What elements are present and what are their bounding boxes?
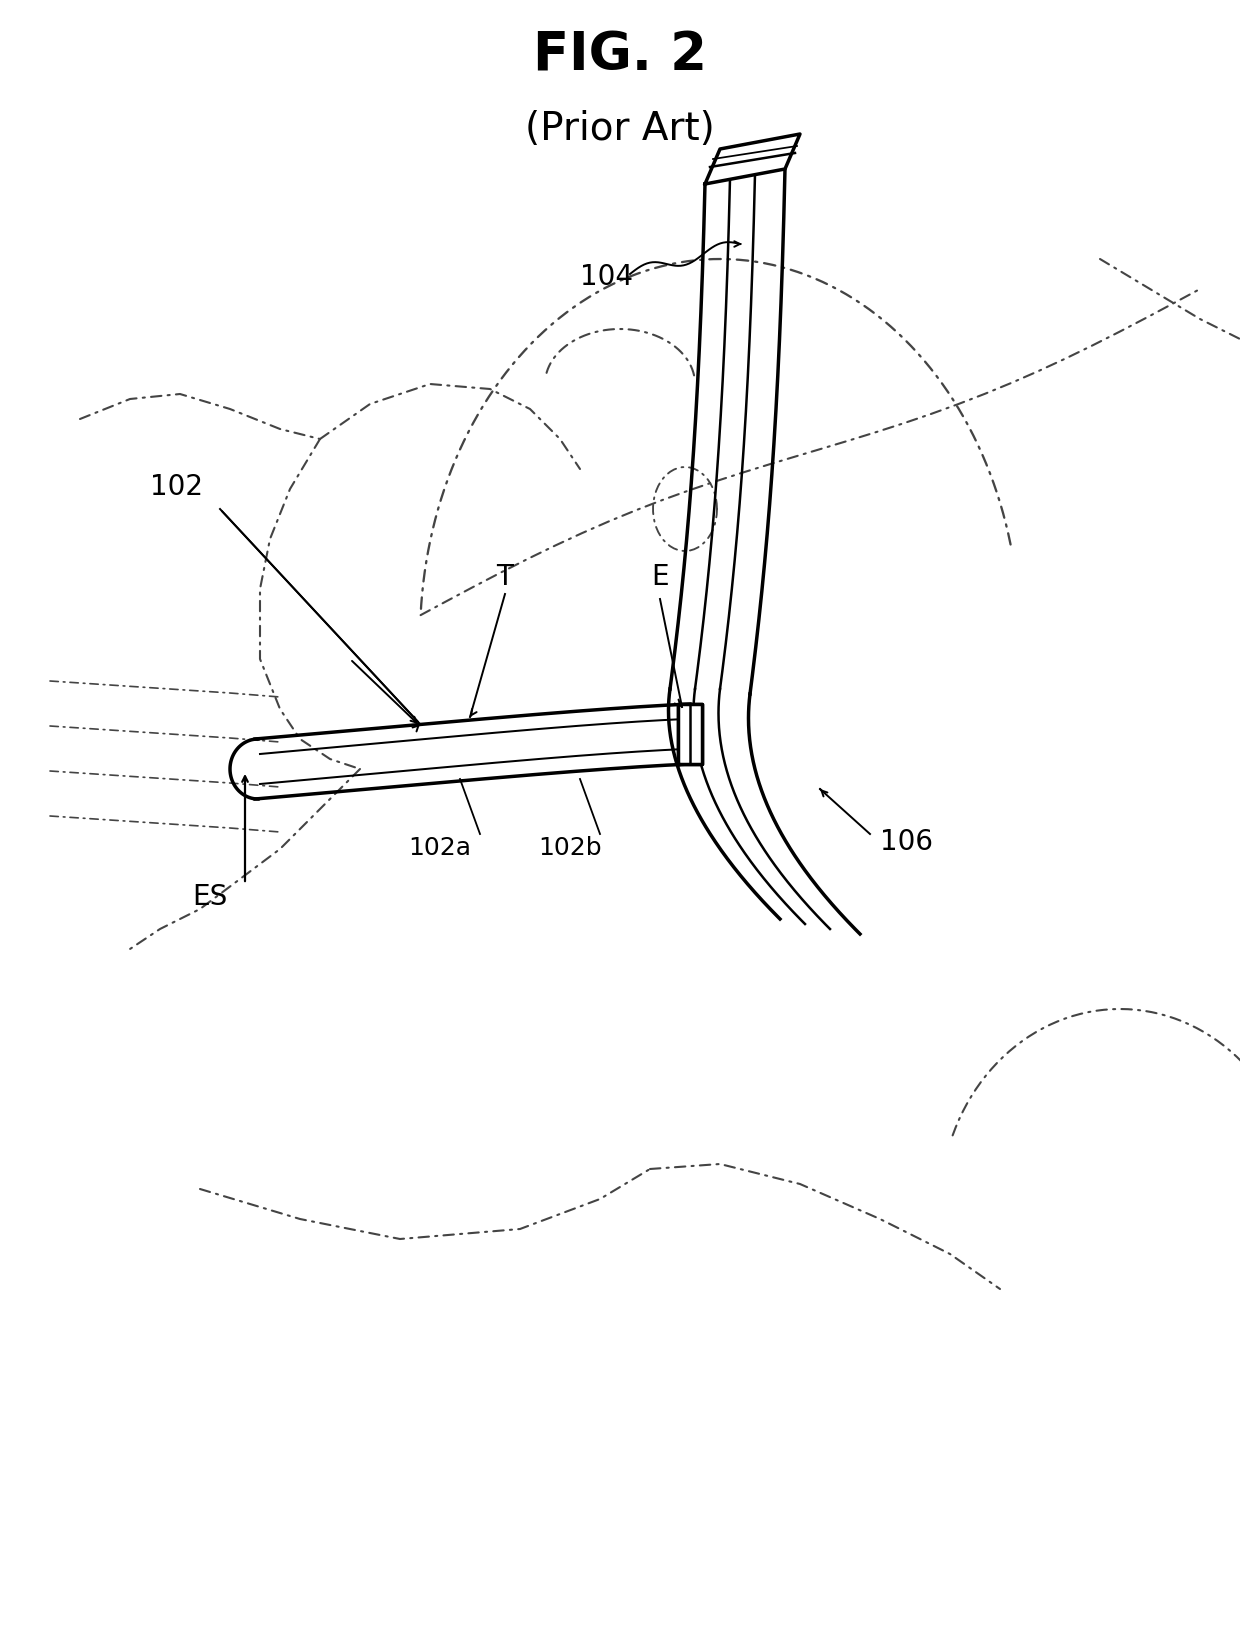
Text: 102b: 102b — [538, 836, 601, 859]
Text: 102a: 102a — [408, 836, 471, 859]
Text: T: T — [496, 562, 513, 590]
Text: ES: ES — [192, 882, 228, 910]
Text: 104: 104 — [580, 262, 632, 290]
Text: 102: 102 — [150, 472, 203, 500]
Polygon shape — [678, 705, 702, 764]
Text: 106: 106 — [880, 828, 932, 856]
Text: (Prior Art): (Prior Art) — [525, 110, 715, 148]
Polygon shape — [706, 134, 800, 185]
Text: E: E — [651, 562, 668, 590]
Text: FIG. 2: FIG. 2 — [533, 30, 707, 82]
